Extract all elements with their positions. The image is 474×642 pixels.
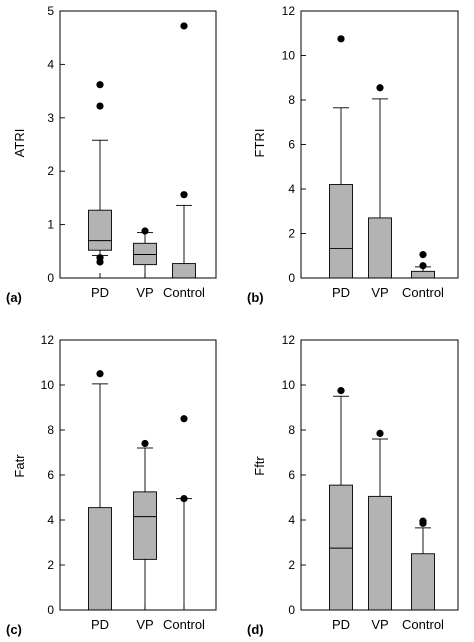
panel-d-category-label: VP (371, 617, 388, 632)
panel-d-ytick-label: 4 (288, 513, 295, 527)
panel-b-category-label: VP (371, 285, 388, 300)
iqr-box (133, 491, 157, 560)
panel-c-category-label: Control (163, 617, 205, 632)
panel-a-category-label: PD (91, 285, 109, 300)
outlier-point (96, 81, 104, 89)
panel-d-ytick-label: 10 (282, 378, 296, 392)
panel-d-box-vp (368, 429, 392, 611)
iqr-box (411, 553, 435, 611)
panel-c: Fatr (c) 0 2 4 6 8 10 12 PD VP Control (6, 333, 217, 637)
panel-c-ytick-label: 12 (41, 333, 55, 347)
panel-a-label: (a) (6, 290, 22, 305)
iqr-box (88, 209, 112, 251)
panel-d-label: (d) (247, 622, 264, 637)
outlier-point (180, 495, 188, 503)
panel-d-ytick-label: 12 (282, 333, 296, 347)
panel-b-ytick-label: 8 (288, 93, 295, 107)
outlier-point (141, 439, 149, 448)
panel-c-plot-frame (59, 339, 217, 611)
panel-d-ytick-label: 0 (288, 603, 295, 617)
panel-c-box-vp (133, 439, 157, 611)
panel-b-category-label: PD (332, 285, 350, 300)
panel-d-ylabel: Fftr (252, 456, 267, 476)
panel-b-box-control (411, 251, 435, 279)
outlier-point (337, 35, 345, 43)
panel-b-label: (b) (247, 290, 264, 305)
panel-a-box-control (172, 22, 196, 279)
panel-b: FTRI (b) 0 2 4 6 8 10 12 PD VP Control (247, 4, 459, 305)
outlier-point (376, 84, 384, 92)
panel-b-box-pd (329, 35, 353, 279)
panel-c-ytick-label: 2 (47, 558, 54, 572)
outlier-point (419, 517, 427, 525)
panel-c-label: (c) (6, 622, 22, 637)
panel-b-ytick-label: 12 (282, 4, 296, 18)
panel-a-ytick-label: 2 (47, 164, 54, 178)
panel-d-ytick-label: 8 (288, 423, 295, 437)
iqr-box (88, 507, 112, 611)
outlier-point (180, 191, 188, 199)
outlier-point (96, 102, 104, 110)
iqr-box (368, 495, 392, 611)
iqr-box (329, 484, 353, 611)
panel-b-ytick-label: 6 (288, 138, 295, 152)
panel-b-box-vp (368, 84, 392, 279)
panel-a-ytick-label: 0 (47, 271, 54, 285)
panel-c-ytick-label: 8 (47, 423, 54, 437)
panel-d: Fftr (d) 0 2 4 6 8 10 12 PD VP Control (247, 333, 459, 637)
panel-d-ytick-label: 2 (288, 558, 295, 572)
panel-c-ytick-label: 4 (47, 513, 54, 527)
panel-d-ytick-label: 6 (288, 468, 295, 482)
outlier-point (180, 22, 188, 30)
panel-c-box-control (172, 415, 196, 611)
outlier-point (337, 387, 345, 395)
panel-b-category-label: Control (402, 285, 444, 300)
iqr-box (368, 217, 392, 279)
panel-a: ATRI (a) 0 1 2 3 4 5 PD VP Control (6, 4, 217, 305)
panel-b-ytick-label: 2 (288, 227, 295, 241)
panel-a-category-label: Control (163, 285, 205, 300)
iqr-box (172, 263, 196, 279)
panel-d-category-label: Control (402, 617, 444, 632)
panel-a-ytick-label: 3 (47, 111, 54, 125)
outlier-point (96, 370, 104, 378)
panel-b-ytick-label: 0 (288, 271, 295, 285)
outlier-point (376, 429, 384, 437)
outlier-point (180, 415, 188, 423)
iqr-box (133, 242, 157, 266)
panel-a-box-pd (88, 81, 112, 266)
panel-d-box-pd (329, 387, 353, 611)
panel-c-ytick-label: 10 (41, 378, 55, 392)
panel-c-category-label: PD (91, 617, 109, 632)
outlier-point (419, 251, 427, 259)
outlier-point (419, 262, 427, 270)
panel-b-ytick-label: 4 (288, 182, 295, 196)
iqr-box (411, 270, 435, 279)
panel-c-box-pd (88, 370, 112, 611)
panel-c-category-label: VP (136, 617, 153, 632)
panel-c-ytick-label: 6 (47, 468, 54, 482)
panel-a-box-vp (133, 227, 157, 279)
panel-a-ytick-label: 4 (47, 57, 54, 71)
panel-c-ylabel: Fatr (12, 454, 27, 478)
panel-a-category-label: VP (136, 285, 153, 300)
panel-c-ytick-label: 0 (47, 603, 54, 617)
panel-b-ytick-label: 10 (282, 49, 296, 63)
panel-a-plot-frame (59, 10, 217, 279)
panel-a-ytick-label: 5 (47, 4, 54, 18)
panel-a-ylabel: ATRI (12, 129, 27, 158)
outlier-point (96, 258, 104, 266)
iqr-box (329, 184, 353, 279)
panel-d-box-control (411, 517, 435, 611)
panel-a-ytick-label: 1 (47, 218, 54, 232)
panel-b-ylabel: FTRI (252, 129, 267, 158)
panel-d-category-label: PD (332, 617, 350, 632)
outlier-point (141, 227, 149, 235)
